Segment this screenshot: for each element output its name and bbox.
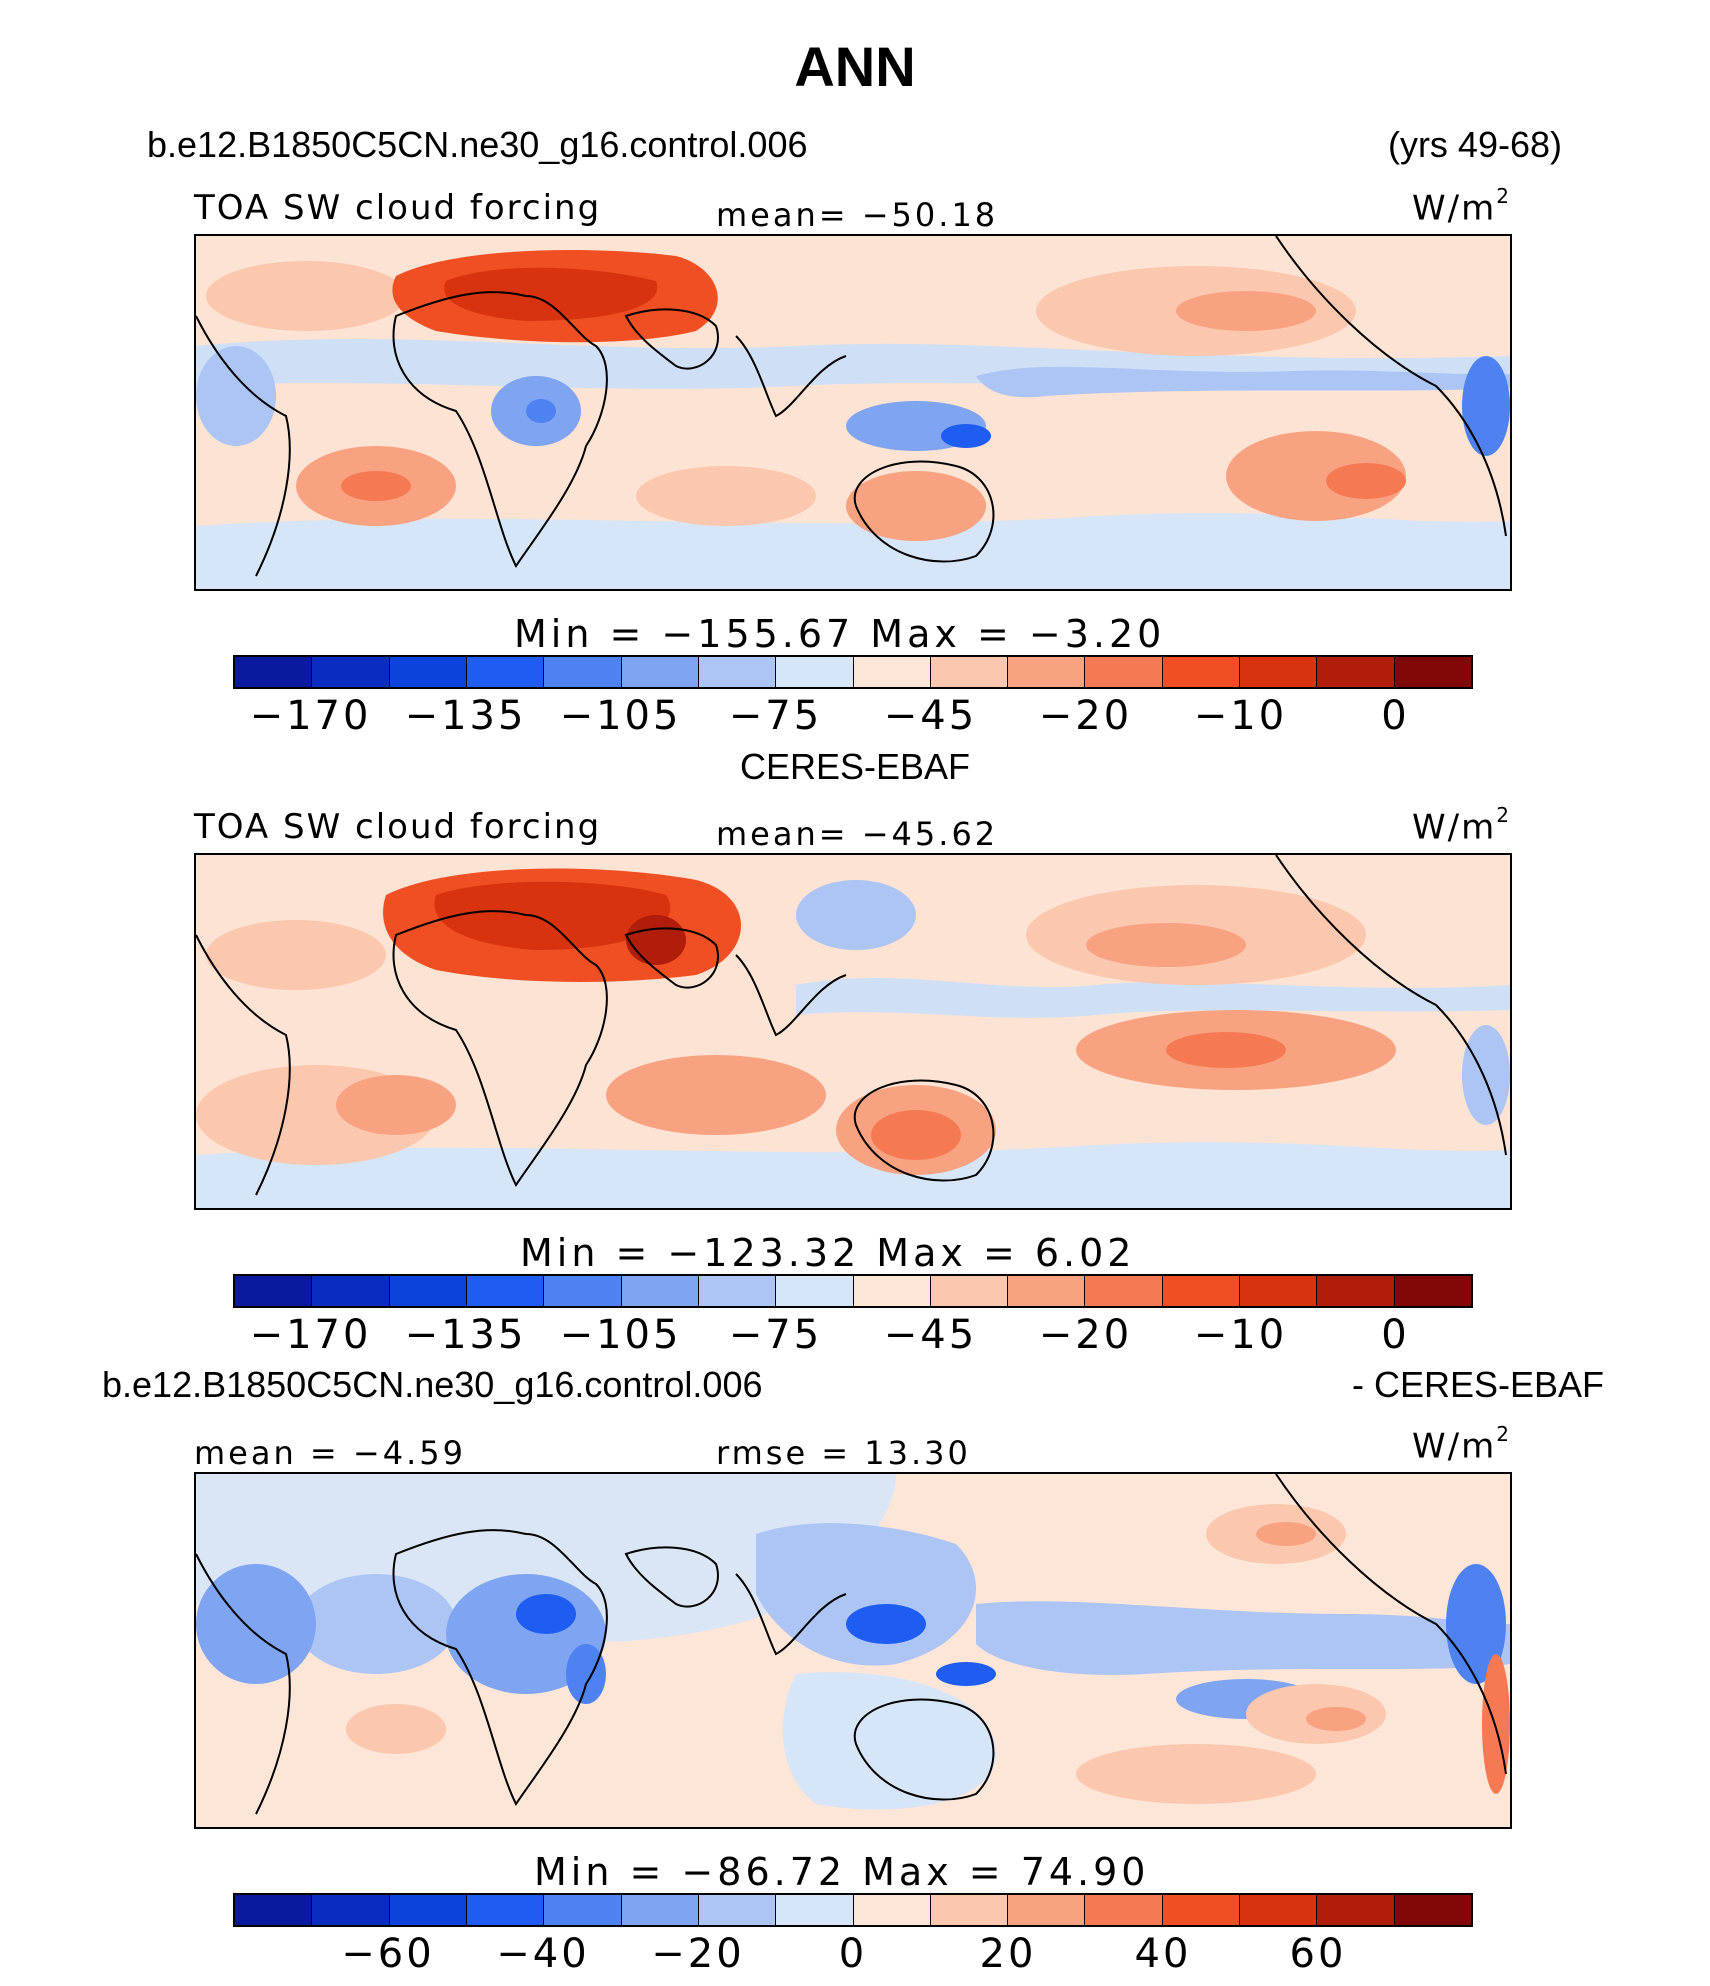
colorbar-tick-label: 0 <box>1381 693 1410 739</box>
colorbar-swatch <box>853 1895 931 1925</box>
colorbar-swatch <box>776 1895 854 1925</box>
colorbar-tick-label: −75 <box>728 1312 823 1358</box>
panel-3-minmax: Min = −86.72 Max = 74.90 <box>534 1850 1150 1894</box>
panel-2-units: W/m2 <box>1412 803 1511 848</box>
panel-3-rmse: rmse = 13.30 <box>716 1434 971 1472</box>
colorbar-swatch <box>466 657 545 687</box>
panel-1-minmax: Min = −155.67 Max = −3.20 <box>514 612 1166 656</box>
colorbar-swatch <box>544 657 622 687</box>
panel-3-units: W/m2 <box>1412 1422 1511 1467</box>
colorbar-tick-label: −45 <box>883 1312 978 1358</box>
years-label: (yrs 49-68) <box>1387 124 1562 165</box>
colorbar-swatch <box>312 1276 390 1306</box>
panel-3-header-left: b.e12.B1850C5CN.ne30_g16.control.006 <box>102 1364 763 1405</box>
colorbar-swatch <box>1394 657 1471 687</box>
panel-2-variable: TOA SW cloud forcing <box>194 807 602 847</box>
colorbar-swatch <box>235 1895 313 1925</box>
colorbar-swatch <box>389 657 467 687</box>
colorbar-tick-label: −105 <box>559 693 682 739</box>
panel-3-header-right: - CERES-EBAF <box>1351 1364 1604 1405</box>
colorbar-tick-label: 20 <box>979 1931 1037 1977</box>
panel-2-map <box>194 853 1512 1210</box>
colorbar-swatch <box>466 1895 545 1925</box>
colorbar-swatch <box>698 1276 777 1306</box>
colorbar-swatch <box>312 1895 390 1925</box>
panel-3-mean: mean = −4.59 <box>194 1434 466 1472</box>
colorbar-tick-label: −45 <box>883 693 978 739</box>
colorbar-tick-label: 0 <box>838 1931 868 1977</box>
panel-2-minmax: Min = −123.32 Max = 6.02 <box>520 1231 1136 1275</box>
panel-3-colorbar <box>233 1893 1473 1927</box>
colorbar-tick-label: −135 <box>404 1312 527 1358</box>
colorbar-swatch <box>1240 657 1318 687</box>
colorbar-swatch <box>235 1276 313 1306</box>
colorbar-tick-label: −170 <box>249 693 372 739</box>
colorbar-swatch <box>389 1276 467 1306</box>
colorbar-tick-label: −20 <box>1038 1312 1133 1358</box>
colorbar-swatch <box>1162 1276 1241 1306</box>
colorbar-swatch <box>1240 1276 1318 1306</box>
colorbar-tick-label: −20 <box>1038 693 1133 739</box>
colorbar-swatch <box>621 657 699 687</box>
colorbar-tick-label: −105 <box>559 1312 682 1358</box>
panel-1-colorbar <box>233 655 1473 689</box>
colorbar-swatch <box>1317 657 1395 687</box>
panel-2-mean: mean= −45.62 <box>716 815 999 853</box>
panel-3-map <box>194 1472 1512 1829</box>
colorbar-swatch <box>930 657 1009 687</box>
colorbar-tick-label: −170 <box>249 1312 372 1358</box>
colorbar-swatch <box>312 657 390 687</box>
colorbar-swatch <box>1317 1276 1395 1306</box>
colorbar-swatch <box>1085 1276 1163 1306</box>
colorbar-swatch <box>853 1276 931 1306</box>
colorbar-tick-label: 40 <box>1134 1931 1192 1977</box>
colorbar-tick-label: −40 <box>496 1931 590 1977</box>
panel-1-map <box>194 234 1512 591</box>
colorbar-tick-label: −20 <box>651 1931 745 1977</box>
colorbar-swatch <box>1317 1895 1395 1925</box>
colorbar-swatch <box>698 1895 777 1925</box>
panel-2-header: CERES-EBAF <box>739 746 971 787</box>
colorbar-swatch <box>544 1895 622 1925</box>
colorbar-swatch <box>1008 1895 1086 1925</box>
colorbar-swatch <box>930 1276 1009 1306</box>
colorbar-swatch <box>1085 657 1163 687</box>
colorbar-swatch <box>389 1895 467 1925</box>
colorbar-swatch <box>1394 1276 1471 1306</box>
colorbar-swatch <box>235 657 313 687</box>
colorbar-swatch <box>776 1276 854 1306</box>
colorbar-tick-label: 60 <box>1289 1931 1347 1977</box>
colorbar-swatch <box>621 1276 699 1306</box>
colorbar-tick-label: −60 <box>341 1931 435 1977</box>
colorbar-swatch <box>930 1895 1009 1925</box>
colorbar-tick-label: −75 <box>728 693 823 739</box>
panel-1-mean: mean= −50.18 <box>716 196 999 234</box>
colorbar-swatch <box>621 1895 699 1925</box>
panel-1-units: W/m2 <box>1412 184 1511 229</box>
colorbar-swatch <box>466 1276 545 1306</box>
colorbar-swatch <box>698 657 777 687</box>
colorbar-swatch <box>1085 1895 1163 1925</box>
colorbar-tick-label: −10 <box>1193 1312 1288 1358</box>
case-name: b.e12.B1850C5CN.ne30_g16.control.006 <box>147 124 808 165</box>
colorbar-swatch <box>1008 657 1086 687</box>
panel-2-colorbar <box>233 1274 1473 1308</box>
colorbar-swatch <box>1008 1276 1086 1306</box>
colorbar-tick-label: −10 <box>1193 693 1288 739</box>
colorbar-swatch <box>544 1276 622 1306</box>
panel-1-variable: TOA SW cloud forcing <box>194 188 602 228</box>
figure-title: ANN <box>794 35 916 98</box>
colorbar-swatch <box>1162 1895 1241 1925</box>
colorbar-tick-label: −135 <box>404 693 527 739</box>
colorbar-swatch <box>776 657 854 687</box>
colorbar-swatch <box>853 657 931 687</box>
colorbar-swatch <box>1394 1895 1471 1925</box>
colorbar-tick-label: 0 <box>1381 1312 1410 1358</box>
colorbar-swatch <box>1240 1895 1318 1925</box>
colorbar-swatch <box>1162 657 1241 687</box>
